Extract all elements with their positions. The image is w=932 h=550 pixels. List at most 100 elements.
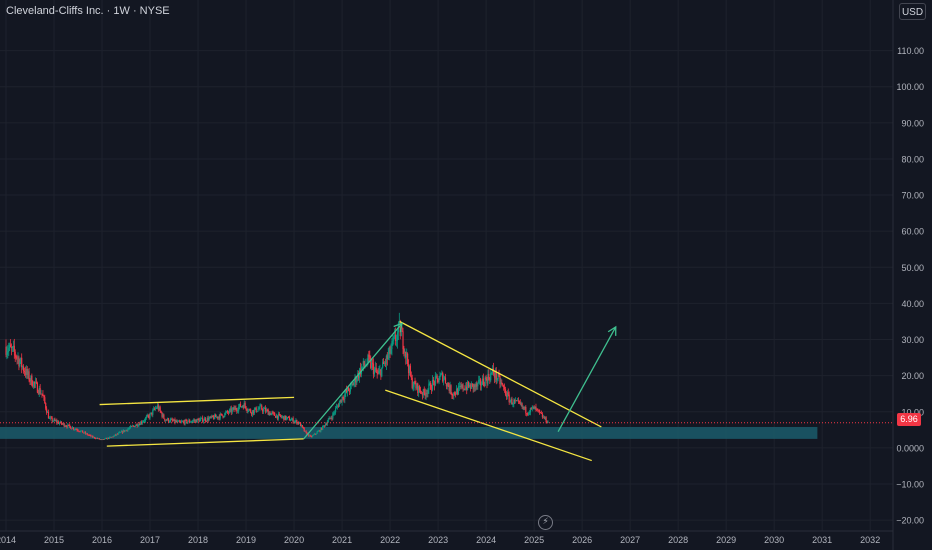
candle-body — [431, 379, 434, 390]
candle-body — [500, 382, 502, 384]
candle-body — [396, 332, 399, 341]
candle-body — [276, 415, 279, 419]
candle-body — [491, 372, 493, 374]
candle-body — [495, 370, 497, 380]
candle-body — [345, 390, 347, 394]
candle-body — [188, 420, 190, 422]
candle-body — [86, 433, 88, 435]
candle-body — [285, 415, 287, 420]
candle-body — [368, 355, 370, 357]
candle-body — [386, 355, 388, 359]
candle-body — [507, 392, 509, 395]
candle-body — [7, 350, 9, 353]
candle-body — [480, 384, 483, 386]
trend-line[interactable] — [385, 389, 592, 462]
candle-body — [79, 431, 81, 433]
candle-body — [323, 425, 325, 427]
candle-body — [9, 344, 11, 349]
candle-body — [89, 435, 91, 436]
candle-body — [129, 427, 131, 429]
candle-body — [59, 421, 62, 423]
candle-body — [170, 419, 172, 420]
candle-body — [228, 409, 231, 413]
candle-body — [130, 426, 132, 428]
x-tick-label: 2018 — [188, 535, 208, 545]
candle-body — [309, 435, 311, 437]
candle-body — [352, 383, 354, 386]
candle-body — [204, 418, 207, 422]
candle-body — [326, 422, 328, 425]
candle-body — [214, 414, 217, 418]
candle-body — [470, 383, 472, 389]
candle-body — [249, 409, 251, 411]
candle-body — [209, 416, 211, 419]
candle-body — [479, 379, 481, 381]
candle-body — [321, 427, 323, 430]
candle-body — [65, 426, 67, 427]
candle-body — [255, 407, 257, 412]
flash-icon[interactable]: ⚡ — [538, 515, 553, 530]
candle-body — [353, 382, 355, 386]
x-tick-label: 2026 — [572, 535, 592, 545]
candle-body — [155, 408, 158, 409]
candle-body — [371, 362, 373, 368]
candle-body — [184, 419, 186, 424]
currency-button[interactable]: USD — [899, 3, 926, 20]
candle-body — [531, 407, 533, 409]
candle-body — [428, 383, 430, 390]
trend-line[interactable] — [399, 320, 602, 428]
candle-body — [340, 399, 342, 403]
candle-body — [487, 373, 489, 384]
candle-body — [244, 403, 246, 407]
arrow-line[interactable] — [303, 322, 403, 440]
support-zone — [0, 426, 818, 439]
candle-body — [460, 385, 462, 388]
candle-body — [33, 381, 35, 387]
candle-body — [497, 374, 499, 380]
candle-body — [509, 401, 511, 403]
candle-body — [339, 399, 341, 403]
candle-body — [335, 406, 338, 409]
candle-body — [329, 417, 331, 419]
candle-body — [433, 381, 436, 386]
x-tick-label: 2019 — [236, 535, 256, 545]
candle-body — [156, 405, 159, 409]
candle-body — [418, 386, 420, 393]
candle-body — [445, 383, 448, 387]
candle-body — [140, 421, 142, 425]
x-tick-label: 2016 — [92, 535, 112, 545]
y-tick-label: 110.00 — [897, 46, 924, 56]
grid — [0, 0, 893, 531]
trend-line[interactable] — [106, 438, 304, 447]
y-tick-label: 70.00 — [901, 191, 924, 201]
candle-body — [161, 412, 163, 417]
candle-body — [182, 421, 184, 423]
candle-body — [534, 406, 536, 409]
price-axis[interactable]: 110.00 100.00 90.00 80.00 70.00 60.00 50.00 40.… — [896, 46, 924, 526]
candle-body — [47, 411, 50, 419]
candle-body — [250, 409, 252, 413]
candle-body — [50, 417, 52, 419]
candle-body — [535, 406, 537, 409]
candle-body — [189, 420, 191, 423]
candle-body — [215, 416, 218, 418]
candle-body — [172, 420, 174, 422]
chart-title: Cleveland-Cliffs Inc. · 1W · NYSE — [6, 5, 170, 17]
candle-body — [542, 416, 544, 418]
time-axis[interactable]: 2014 2015 2016 2017 2018 2019 2020 2021 2022 2023… — [0, 535, 880, 545]
candle-body — [66, 426, 68, 428]
candle-body — [416, 383, 418, 389]
candle-body — [423, 389, 425, 393]
candle-body — [444, 377, 447, 384]
arrow-line[interactable] — [557, 326, 617, 432]
candle-body — [400, 330, 402, 337]
candle-body — [12, 345, 14, 347]
candle-body — [34, 381, 37, 384]
candle-body — [485, 377, 487, 380]
candle-body — [392, 340, 394, 342]
candle-body — [256, 411, 258, 413]
candle-body — [149, 413, 151, 418]
candle-body — [36, 382, 38, 393]
trend-line[interactable] — [99, 396, 295, 406]
